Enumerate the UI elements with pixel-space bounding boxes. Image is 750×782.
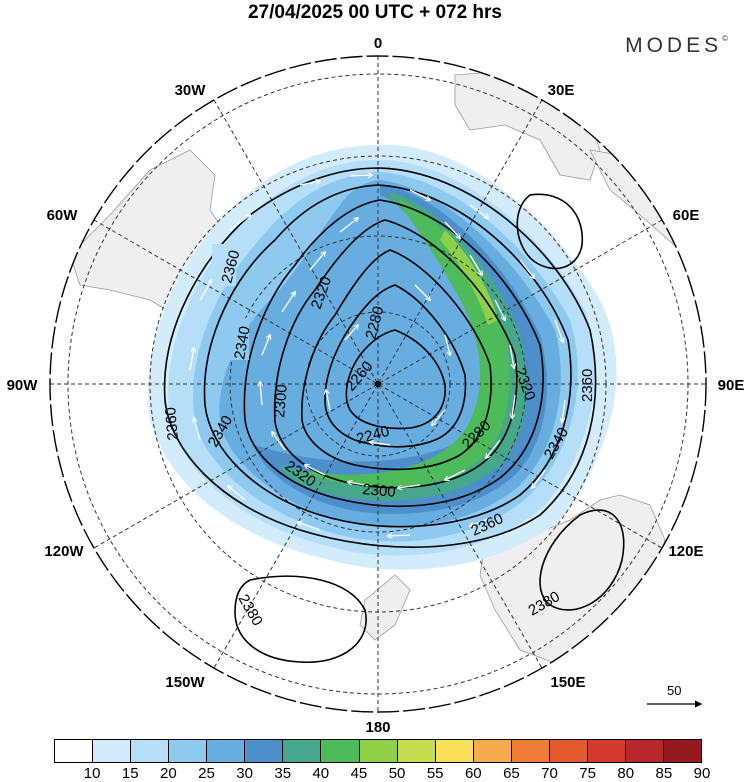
modes-logo: MODES© — [625, 34, 728, 58]
colorbar-tick-label: 10 — [83, 765, 101, 782]
colorbar-tick-label: 70 — [541, 765, 558, 782]
colorbar-swatch — [359, 740, 398, 762]
meridian-label-60e: 60E — [673, 207, 700, 224]
colorbar-swatch — [169, 740, 208, 762]
meridian-label-90e: 90E — [718, 377, 745, 394]
colorbar-tick-label: 25 — [198, 765, 215, 782]
meridian-label-30e: 30E — [548, 82, 575, 99]
vector-reference-key: 50 — [645, 683, 705, 713]
colorbar-swatch — [207, 740, 246, 762]
meridian-label-30w: 30W — [175, 82, 207, 99]
contour-2240 — [345, 329, 446, 430]
contour-2260 — [324, 284, 467, 448]
colorbar-swatch — [321, 740, 360, 762]
colorbar-tick-label: 30 — [236, 765, 253, 782]
colorbar-tick-label: 75 — [579, 765, 596, 782]
height-contours — [163, 167, 625, 663]
colorbar-tick-label: 15 — [121, 765, 139, 782]
polar-map: 2360 2340 2320 2280 2260 2300 2360 2340 … — [7, 35, 745, 736]
contour-2340 — [203, 184, 572, 528]
colorbar-swatch — [55, 740, 94, 762]
meridian-label-180: 180 — [365, 719, 390, 736]
colorbar-tick-label: 20 — [160, 765, 177, 782]
vector-key-arrow-icon — [647, 700, 703, 708]
shade-45 — [300, 200, 510, 488]
contour-2320 — [243, 199, 544, 508]
colorbar-tick-label: 90 — [693, 765, 711, 782]
colorbar-swatch — [283, 740, 322, 762]
contour-2360 — [163, 167, 597, 549]
colorbar-swatch — [587, 740, 626, 762]
colorbar-swatches — [54, 739, 702, 763]
colorbar-tick-label: 60 — [464, 765, 482, 782]
meridian-labels: 0 30E 60E 90E 120E 150E 180 150W 120W 90… — [7, 35, 745, 736]
meridian-label-90w: 90W — [7, 377, 39, 394]
colorbar-swatch — [435, 740, 474, 762]
brand-mark: © — [722, 34, 728, 43]
colorbar-tick-label: 40 — [312, 765, 330, 782]
contour-label-2300-south: 2300 — [362, 481, 397, 501]
colorbar-labels: 10 15 20 25 30 35 40 45 50 55 60 65 70 75 80 85 90 — [54, 763, 711, 782]
meridian-label-60w: 60W — [47, 207, 79, 224]
north-pole-dot — [375, 381, 381, 387]
wind-speed-shading — [148, 144, 617, 570]
contour-2380-asia — [516, 193, 584, 270]
meridian-label-150w: 150W — [165, 674, 205, 691]
colorbar-swatch — [473, 740, 512, 762]
vector-key-label: 50 — [667, 683, 682, 698]
shade-50 — [440, 230, 498, 325]
colorbar-tick-label: 55 — [426, 765, 444, 782]
graticule — [50, 56, 706, 712]
colorbar-swatch — [511, 740, 550, 762]
meridian-label-0: 0 — [374, 35, 382, 52]
contour-label-2360-east: 2360 — [579, 369, 596, 402]
colorbar-swatch — [549, 740, 588, 762]
colorbar-tick-label: 35 — [274, 765, 292, 782]
colorbar-tick-label: 65 — [503, 765, 520, 782]
colorbar-swatch — [131, 740, 170, 762]
colorbar-swatch — [93, 740, 132, 762]
map-border — [49, 55, 707, 713]
brand-name: MODES — [625, 34, 723, 57]
contour-label-2300: 2300 — [271, 384, 291, 419]
map-title: 27/04/2025 00 UTC + 072 hrs — [247, 2, 503, 23]
wind-vectors — [189, 175, 566, 536]
colorbar-tick-label: 80 — [617, 765, 635, 782]
contour-2380-pacific — [234, 575, 367, 663]
colorbar: 10 15 20 25 30 35 40 45 50 55 60 65 70 75 80 85 90 — [54, 739, 711, 782]
colorbar-tick-label: 85 — [655, 765, 673, 782]
colorbar-tick-label: 45 — [350, 765, 368, 782]
colorbar-swatch — [625, 740, 664, 762]
colorbar-swatch — [245, 740, 284, 762]
contour-2380-america — [539, 509, 625, 611]
land-pacific-islands — [359, 574, 411, 641]
contour-2280 — [301, 249, 492, 471]
contour-label-2340: 2340 — [231, 325, 254, 361]
meridian-label-120w: 120W — [44, 543, 84, 560]
meridian-label-150e: 150E — [550, 674, 585, 691]
colorbar-tick-label: 50 — [388, 765, 406, 782]
colorbar-swatch — [664, 740, 702, 762]
meridian-label-120e: 120E — [668, 543, 703, 560]
colorbar-swatch — [397, 740, 436, 762]
contour-label-2360-west: 2360 — [162, 406, 182, 441]
